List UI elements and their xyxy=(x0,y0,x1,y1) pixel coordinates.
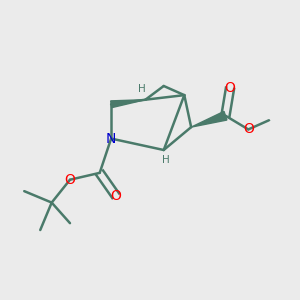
Text: H: H xyxy=(162,155,170,165)
Text: H: H xyxy=(138,84,146,94)
Text: O: O xyxy=(243,122,254,136)
Text: O: O xyxy=(110,189,121,203)
Text: O: O xyxy=(64,173,75,187)
Text: N: N xyxy=(106,132,116,145)
Polygon shape xyxy=(111,100,146,108)
Polygon shape xyxy=(191,111,227,127)
Text: O: O xyxy=(225,81,236,95)
Text: methyl: methyl xyxy=(266,120,271,121)
